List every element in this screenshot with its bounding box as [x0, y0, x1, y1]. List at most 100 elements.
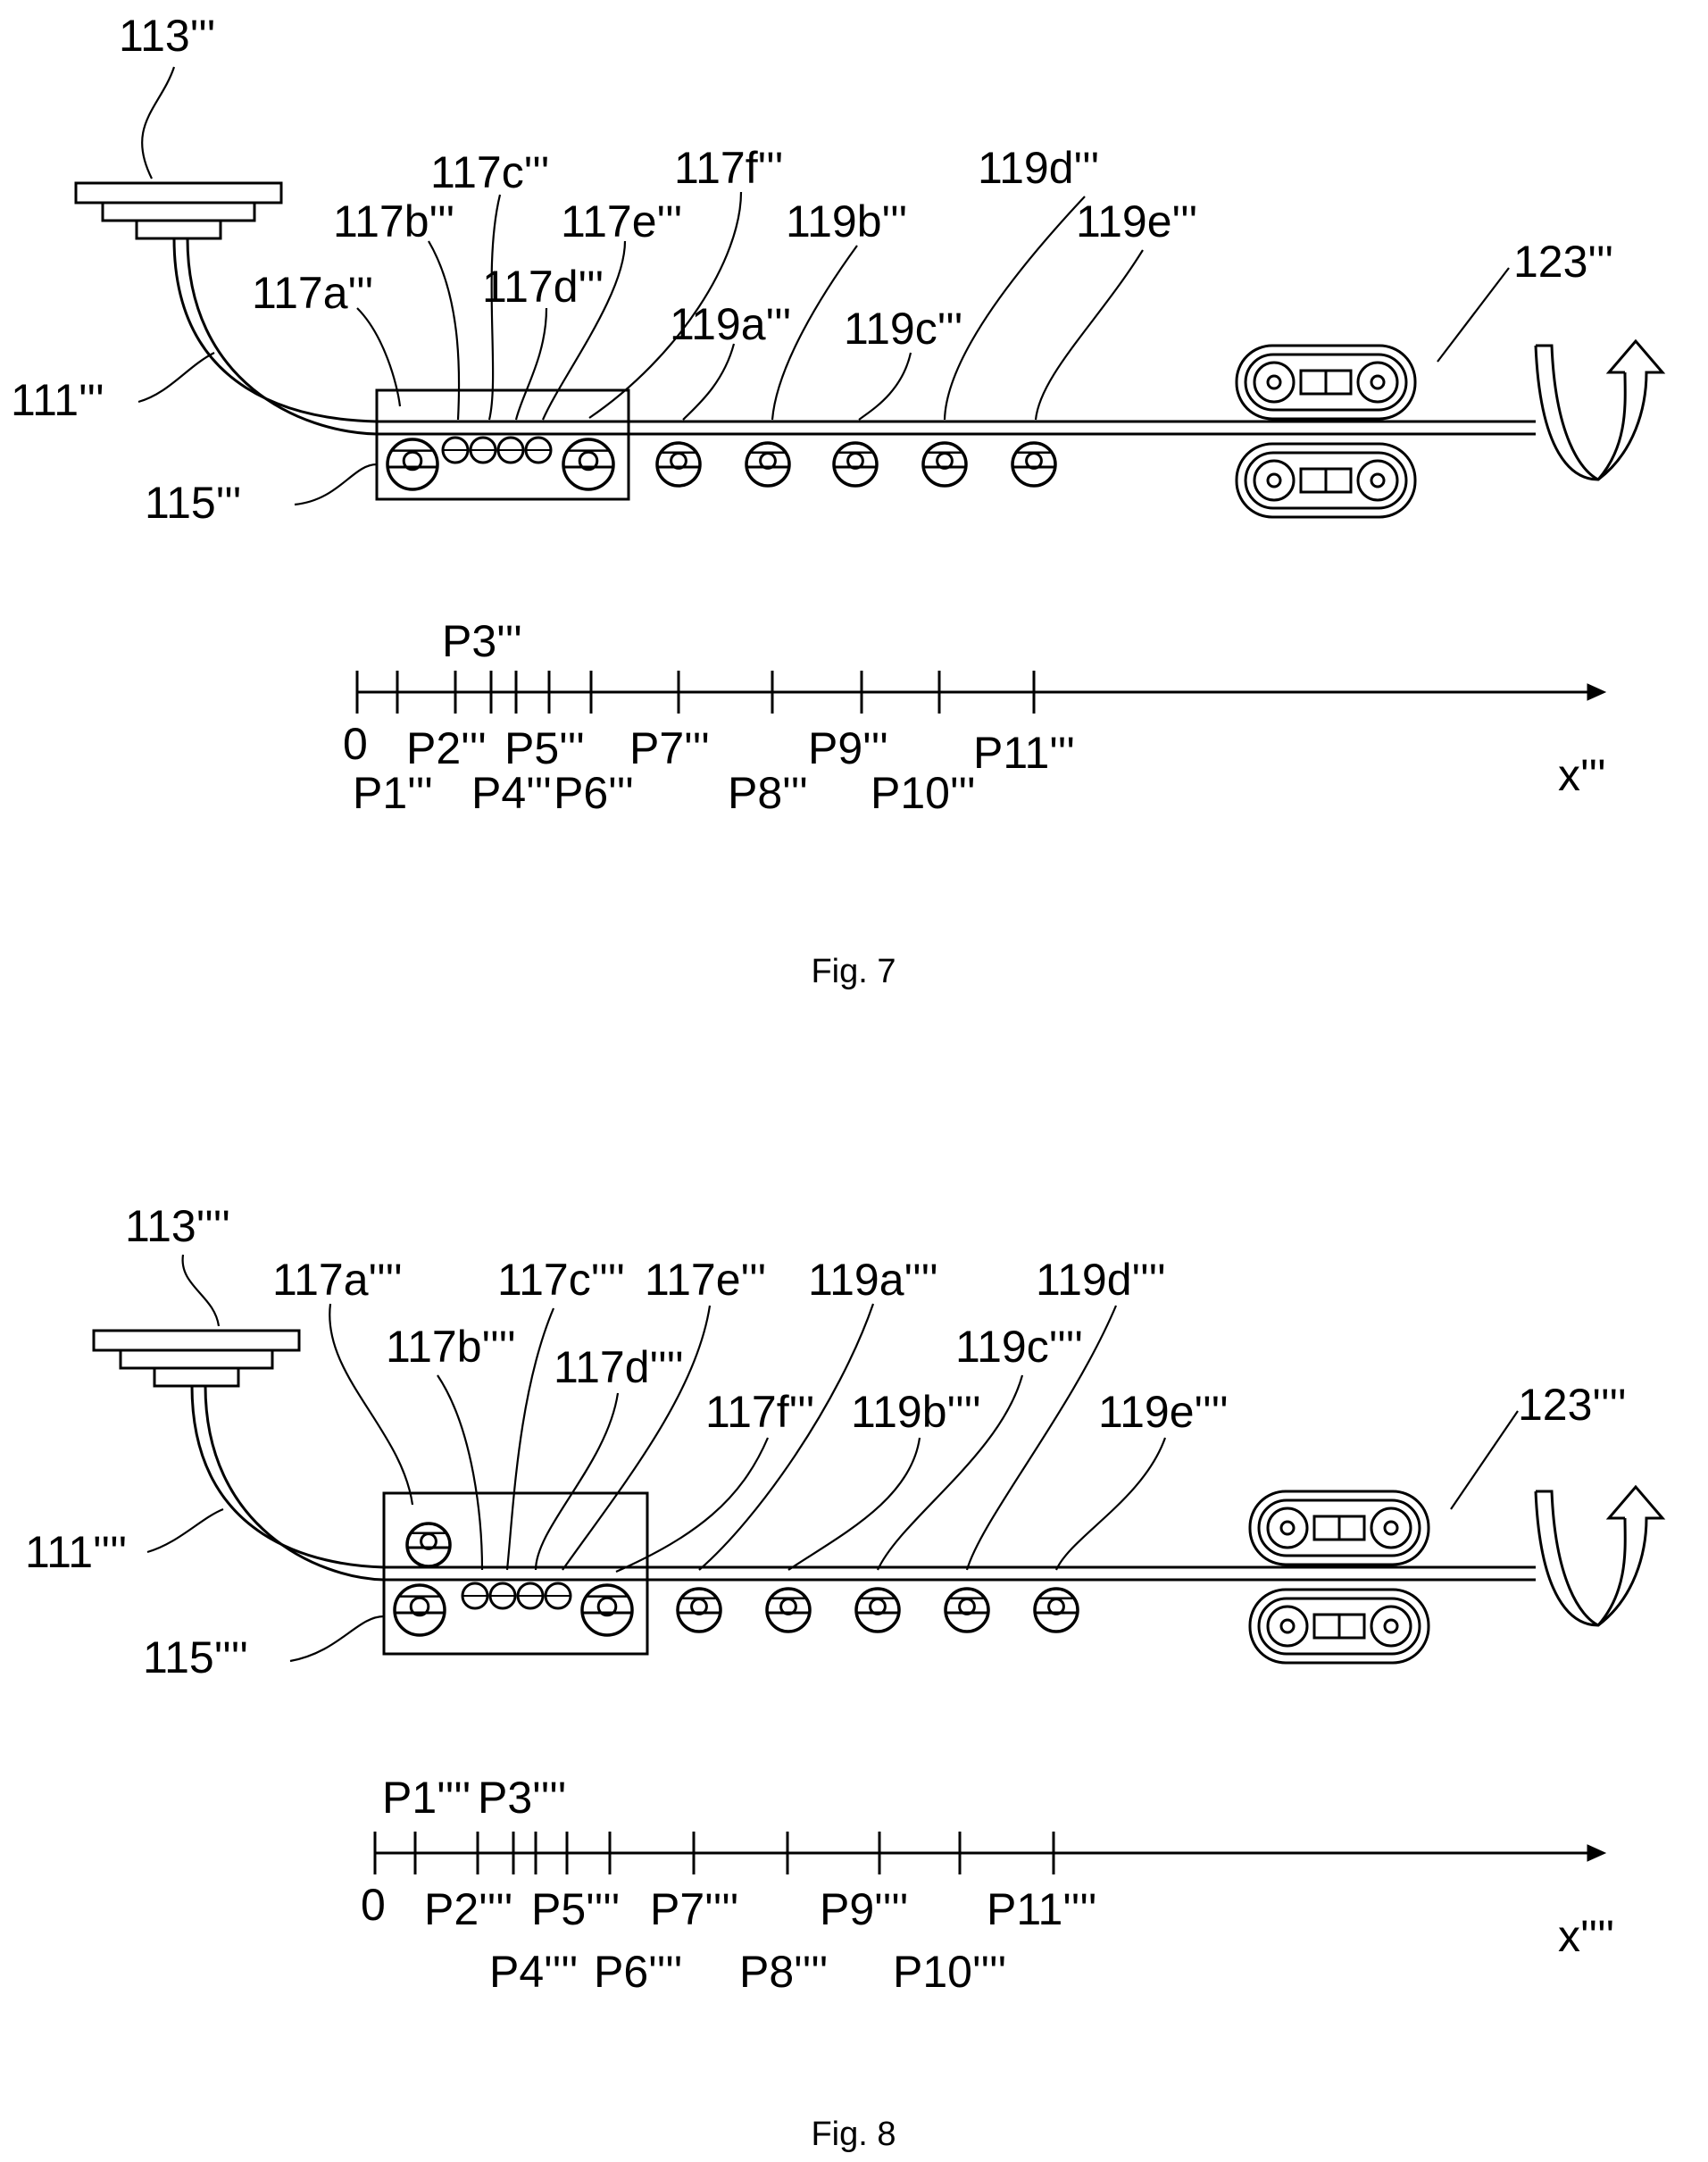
roller-icon	[471, 438, 496, 463]
leader-r119b	[788, 1438, 920, 1570]
leader-r119a	[699, 1304, 873, 1570]
label-housing: 115''''	[143, 1632, 248, 1682]
roller-icon	[923, 443, 966, 486]
belt-hub-left	[1281, 1620, 1294, 1632]
tick-label-p7: P7'''	[629, 723, 710, 773]
label-r117e: 117e'''	[645, 1255, 766, 1305]
roller-icon	[395, 1585, 445, 1635]
roller-outer	[407, 1523, 450, 1566]
leader-puller	[1451, 1411, 1518, 1509]
belt-wheel-left	[1254, 461, 1294, 500]
label-r117b: 117b'''	[333, 196, 454, 246]
label-r117a: 117a'''	[252, 268, 373, 318]
winder-arrowhead	[1598, 1487, 1662, 1625]
belt-hub-left	[1268, 376, 1280, 388]
winder-curve	[1536, 1491, 1625, 1625]
label-fiber: 111'''	[11, 375, 104, 425]
tick-label-p6: P6'''	[554, 768, 634, 818]
axis-origin-label: 0	[361, 1880, 386, 1930]
tick-label-p6: P6''''	[594, 1947, 682, 1997]
leader-nozzle	[142, 67, 174, 179]
leader-fiber	[138, 353, 214, 402]
tick-label-p9: P9''''	[820, 1884, 908, 1934]
belt-hub-right	[1385, 1620, 1397, 1632]
leader-r117b	[429, 241, 459, 420]
roller-icon	[1012, 443, 1055, 486]
roller-outer	[1012, 443, 1055, 486]
tick-label-p4: P4''''	[489, 1947, 578, 1997]
roller-icon	[498, 438, 523, 463]
roller-icon	[657, 443, 700, 486]
leader-fiber	[147, 1509, 223, 1552]
tick-label-p10: P10''''	[893, 1947, 1006, 1997]
belt-hub-right	[1385, 1522, 1397, 1534]
label-r117b: 117b''''	[386, 1322, 516, 1372]
label-fiber: 111''''	[25, 1527, 127, 1577]
roller-outer	[1035, 1589, 1078, 1632]
label-housing: 115'''	[145, 478, 241, 528]
belt-wheel-left	[1268, 1607, 1307, 1646]
roller-icon	[946, 1589, 988, 1632]
tick-label-p5: P5''''	[531, 1884, 620, 1934]
leader-r119c	[859, 353, 911, 420]
label-r119d: 119d''''	[1036, 1255, 1166, 1305]
winding-arrow-icon	[1536, 1487, 1662, 1625]
roller-outer	[767, 1589, 810, 1632]
label-puller: 123''''	[1518, 1380, 1627, 1430]
belt-wheel-left	[1268, 1508, 1307, 1548]
belt-wheel-left	[1254, 363, 1294, 402]
leader-r119a	[683, 344, 734, 420]
spinneret-icon	[76, 183, 281, 238]
belt-puller-icon	[1250, 1491, 1429, 1565]
label-nozzle: 113''''	[125, 1201, 230, 1251]
winder-arrowhead	[1598, 341, 1662, 480]
belt-hub-right	[1371, 376, 1384, 388]
tick-label-p7: P7''''	[650, 1884, 738, 1934]
tick-label-p2: P2''''	[424, 1884, 512, 1934]
label-r119c: 119c'''	[844, 304, 962, 354]
roller-outer	[395, 1585, 445, 1635]
leader-housing	[290, 1616, 384, 1661]
label-r119b: 119b''''	[851, 1387, 981, 1437]
leader-r117d	[536, 1393, 618, 1570]
label-r119a: 119a'''	[670, 299, 791, 349]
label-r117c: 117c''''	[497, 1255, 625, 1305]
roller-icon	[407, 1523, 450, 1566]
spinneret-plate-1	[76, 183, 281, 203]
belt-wheel-right	[1358, 363, 1397, 402]
tick-label-p5: P5'''	[504, 723, 585, 773]
label-r119d: 119d'''	[978, 143, 1099, 193]
spinneret-plate-1	[94, 1331, 299, 1350]
leader-nozzle	[183, 1255, 219, 1326]
roller-icon	[834, 443, 877, 486]
winding-arrow-icon	[1536, 341, 1662, 480]
tick-label-p11: P11''''	[987, 1884, 1096, 1934]
belt-hub-right	[1371, 474, 1384, 487]
roller-outer	[582, 1585, 632, 1635]
belt-wheel-right	[1371, 1607, 1411, 1646]
leader-r117f	[616, 1438, 768, 1572]
spinneret-icon	[94, 1331, 299, 1386]
housing-box	[377, 390, 629, 499]
label-r119e: 119e''''	[1098, 1387, 1229, 1437]
label-r117c: 117c'''	[430, 147, 549, 197]
spinneret-plate-3	[137, 221, 221, 238]
leader-r119e	[1056, 1438, 1165, 1570]
tick-label-p2: P2'''	[406, 723, 487, 773]
leader-r119d	[945, 196, 1085, 420]
leader-puller	[1437, 268, 1509, 362]
roller-icon	[387, 439, 437, 489]
label-r119b: 119b'''	[786, 196, 907, 246]
roller-icon	[678, 1589, 721, 1632]
tick-label-p11: P11'''	[973, 728, 1075, 778]
spinneret-plate-2	[103, 203, 254, 221]
figure-caption: Fig. 7	[811, 953, 896, 990]
winder-curve	[1536, 346, 1625, 480]
axis-arrow	[1587, 1845, 1605, 1861]
belt-hub-left	[1281, 1522, 1294, 1534]
label-r117f: 117f'''	[674, 143, 783, 193]
roller-icon	[563, 439, 613, 489]
roller-icon	[518, 1583, 543, 1608]
roller-icon	[767, 1589, 810, 1632]
